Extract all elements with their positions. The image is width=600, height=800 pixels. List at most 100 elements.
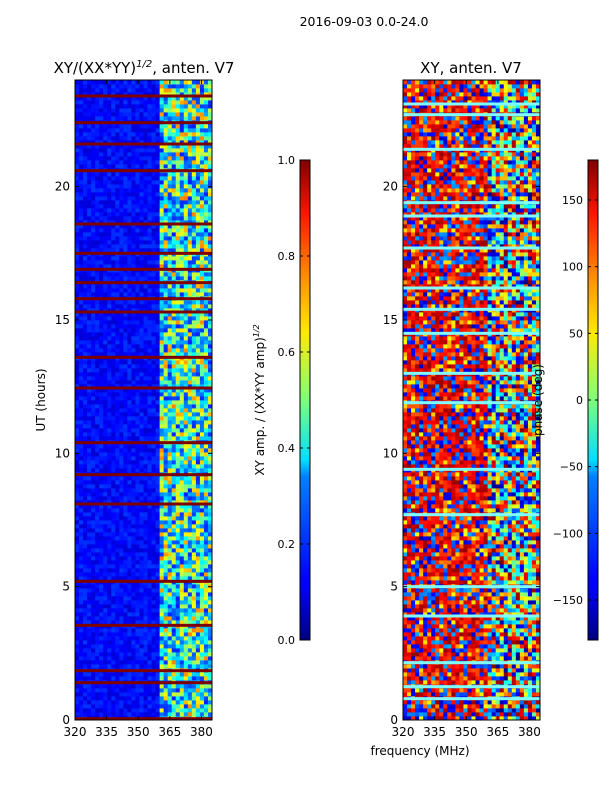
heatmap-cell — [159, 144, 165, 149]
heatmap-cell — [191, 312, 197, 317]
heatmap-cell — [187, 548, 193, 553]
heatmap-cell — [111, 140, 116, 145]
heatmap-cell — [195, 172, 201, 177]
heatmap-cell — [143, 396, 148, 401]
heatmap-cell — [175, 344, 181, 349]
heatmap-cell — [99, 656, 104, 661]
heatmap-cell — [147, 496, 152, 501]
heatmap-cell — [83, 704, 88, 709]
heatmap-cell — [163, 704, 169, 709]
heatmap-cell — [159, 592, 165, 597]
heatmap-cell — [83, 304, 88, 309]
heatmap-cell — [171, 524, 177, 529]
heatmap-cell — [87, 384, 92, 389]
heatmap-cell — [83, 460, 88, 465]
heatmap-cell — [183, 556, 189, 561]
heatmap-cell — [115, 616, 120, 621]
heatmap-cell — [131, 164, 136, 169]
heatmap-cell — [99, 308, 104, 313]
heatmap-cell — [155, 340, 161, 345]
heatmap-cell — [103, 576, 108, 581]
heatmap-cell — [147, 648, 152, 653]
heatmap-cell — [79, 392, 84, 397]
heatmap-cell — [131, 340, 136, 345]
heatmap-cell — [207, 416, 213, 421]
heatmap-cell — [99, 548, 104, 553]
heatmap-cell — [195, 288, 201, 293]
heatmap-cell — [171, 564, 177, 569]
heatmap-cell — [79, 152, 84, 157]
heatmap-cell — [75, 336, 80, 341]
heatmap-cell — [111, 428, 116, 433]
heatmap-cell — [191, 572, 197, 577]
heatmap-cell — [87, 436, 92, 441]
heatmap-cell — [111, 468, 116, 473]
heatmap-cell — [147, 640, 152, 645]
heatmap-cell — [203, 612, 209, 617]
heatmap-cell — [107, 192, 112, 197]
heatmap-cell — [95, 156, 100, 161]
heatmap-cell — [155, 620, 161, 625]
heatmap-cell — [171, 292, 177, 297]
heatmap-cell — [107, 392, 112, 397]
heatmap-cell — [159, 140, 165, 145]
heatmap-cell — [199, 236, 205, 241]
heatmap-cell — [87, 376, 92, 381]
heatmap-cell — [119, 332, 124, 337]
heatmap-cell — [87, 500, 92, 505]
heatmap-cell — [107, 140, 112, 145]
heatmap-cell — [103, 276, 108, 281]
heatmap-cell — [159, 452, 165, 457]
heatmap-cell — [179, 152, 185, 157]
heatmap-cell — [143, 672, 148, 677]
heatmap-cell — [75, 224, 80, 229]
heatmap-cell — [87, 700, 92, 705]
heatmap-cell — [143, 200, 148, 205]
heatmap-cell — [183, 524, 189, 529]
heatmap-cell — [135, 244, 140, 249]
heatmap-cell — [159, 616, 165, 621]
heatmap-cell — [143, 648, 148, 653]
heatmap-cell — [191, 484, 197, 489]
heatmap-cell — [131, 464, 136, 469]
heatmap-cell — [143, 380, 148, 385]
heatmap-cell — [175, 596, 181, 601]
heatmap-cell — [143, 140, 148, 145]
heatmap-cell — [131, 172, 136, 177]
heatmap-cell — [139, 204, 144, 209]
heatmap-cell — [107, 148, 112, 153]
heatmap-cell — [87, 380, 92, 385]
heatmap-cell — [163, 548, 169, 553]
heatmap-cell — [103, 616, 108, 621]
heatmap-cell — [191, 148, 197, 153]
heatmap-cell — [99, 696, 104, 701]
heatmap-cell — [195, 704, 201, 709]
heatmap-cell — [91, 576, 96, 581]
heatmap-cell — [203, 712, 209, 717]
heatmap-cell — [83, 360, 88, 365]
heatmap-cell — [91, 600, 96, 605]
heatmap-cell — [199, 600, 205, 605]
heatmap-cell — [79, 424, 84, 429]
heatmap-cell — [75, 492, 80, 497]
heatmap-cell — [83, 368, 88, 373]
heatmap-cell — [199, 512, 205, 517]
heatmap-cell — [143, 328, 148, 333]
heatmap-cell — [207, 552, 213, 557]
heatmap-cell — [131, 540, 136, 545]
heatmap-cell — [167, 576, 173, 581]
heatmap-cell — [83, 376, 88, 381]
heatmap-cell — [179, 524, 185, 529]
heatmap-cell — [179, 488, 185, 493]
heatmap-cell — [95, 468, 100, 473]
heatmap-cell — [79, 632, 84, 637]
heatmap-cell — [99, 604, 104, 609]
heatmap-cell — [179, 616, 185, 621]
heatmap-cell — [147, 612, 152, 617]
heatmap-cell — [123, 452, 128, 457]
heatmap-cell — [79, 244, 84, 249]
heatmap-cell — [151, 276, 156, 281]
heatmap-cell — [207, 684, 213, 689]
heatmap-cell — [139, 464, 144, 469]
heatmap-cell — [155, 496, 161, 501]
